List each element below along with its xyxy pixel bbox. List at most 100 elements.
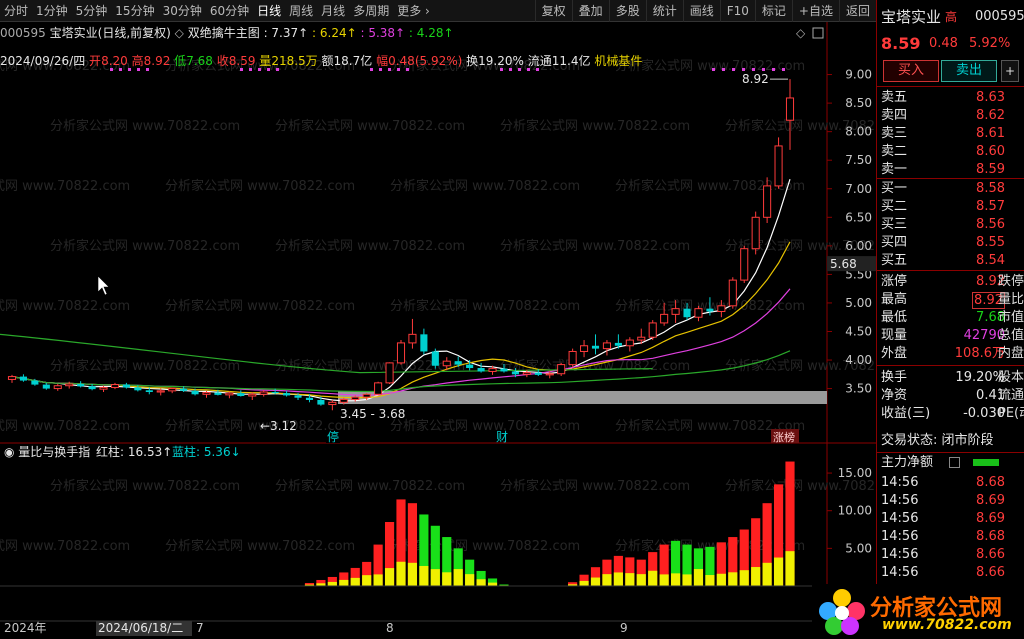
hist-bar-yellow <box>350 577 360 586</box>
indicator-name[interactable]: 双绝擒牛主图 <box>187 26 260 40</box>
period-tab[interactable]: 分时 <box>4 3 29 18</box>
sell-button[interactable]: 卖出 <box>941 60 997 82</box>
hist-bar <box>648 552 658 586</box>
toolbar-button[interactable]: +自选 <box>791 0 839 22</box>
candle-body <box>134 387 142 391</box>
x-label: 2024/06/18/二 <box>98 621 183 635</box>
watermark-text: 分析家公式网 www.70822.com <box>0 178 130 194</box>
ask-row: 卖四 8.62 <box>877 107 1024 125</box>
watermark-text: 分析家公式网 www.70822.com <box>725 238 876 254</box>
candle-body <box>614 342 622 346</box>
stat-row-label: 现量 <box>881 328 908 343</box>
candle-body <box>408 333 417 344</box>
period-tab[interactable]: 30分钟 <box>162 3 202 18</box>
candle-body <box>420 334 428 352</box>
toolbar-button[interactable]: F10 <box>719 0 755 22</box>
range-band-label: 3.45 - 3.68 <box>340 407 405 421</box>
menu-icon[interactable] <box>949 457 960 468</box>
period-tab[interactable]: 1分钟 <box>36 3 68 18</box>
period-toolbar: 分时 1分钟 5分钟 15分钟 30分钟 60分钟 日线 周线 月线 多周期 更多 › 复权 叠加 多股统… <box>0 0 876 22</box>
hist-bar <box>453 548 463 586</box>
bid-row-value: 8.58 <box>976 181 1005 196</box>
toolbar-button[interactable]: 叠加 <box>571 0 609 22</box>
sidebar-stock-name: 宝塔实业 <box>881 8 942 26</box>
stat-row-value: 7.68 <box>976 310 1005 325</box>
tick-row-value: 8.68 <box>976 529 1005 544</box>
stat-row-value: 42790 <box>963 328 1005 343</box>
candle-body <box>168 388 177 392</box>
candle-body <box>580 345 589 352</box>
period-tab[interactable]: 周线 <box>289 3 314 18</box>
toolbar-button[interactable]: 返回 <box>838 0 876 22</box>
period-tab[interactable]: 日线 <box>257 3 282 18</box>
candle-body <box>42 384 50 389</box>
period-tab[interactable]: 60分钟 <box>209 3 250 18</box>
net-flow-row[interactable]: 主力净额 <box>877 454 1024 472</box>
bid-row-label: 买三 <box>881 217 908 232</box>
buy-button[interactable]: 买入 <box>883 60 939 82</box>
bid-row: 买三 8.56 <box>877 216 1024 234</box>
trade-status: 交易状态: 闭市阶段 <box>877 432 1024 450</box>
y-tick-label: 8.00 <box>845 125 872 139</box>
hist-blue-label: 蓝柱: 5.36↓ <box>172 444 241 459</box>
toolbar-button[interactable]: 标记 <box>754 0 792 22</box>
bid-row: 买五 8.54 <box>877 252 1024 270</box>
period-tab[interactable]: 月线 <box>321 3 346 18</box>
candle-body <box>511 371 519 375</box>
stat-row: 最高 8.92 量比 <box>877 291 1024 309</box>
tick-row: 14:56 8.69 <box>877 492 1024 510</box>
period-tab[interactable]: 5分钟 <box>75 3 108 18</box>
watermark-text: 分析家公式网 www.70822.com <box>390 298 580 314</box>
hist-bar-yellow <box>751 567 761 586</box>
hist-tick-label: 10.00 <box>838 504 872 518</box>
signal-dot <box>732 68 735 71</box>
toolbar-button[interactable]: 统计 <box>645 0 683 22</box>
info-vol-label: 量 <box>259 54 272 68</box>
candle-body <box>122 384 130 388</box>
divider <box>877 452 1024 453</box>
candle-body <box>660 313 669 324</box>
hist-bar <box>419 514 429 586</box>
candle-body <box>385 362 394 384</box>
hist-bar-yellow <box>304 584 315 586</box>
add-watch-button[interactable]: + <box>1001 60 1019 82</box>
stat-row-label: 涨停 <box>881 274 908 289</box>
hist-bar <box>316 579 326 586</box>
info-low-label: 低 <box>174 54 187 68</box>
candle-body <box>671 308 680 315</box>
hist-bar <box>682 544 692 586</box>
toolbar-button[interactable]: 多股 <box>608 0 646 22</box>
toolbar-button[interactable]: 复权 <box>534 0 572 22</box>
sidebar-name-tag: 高 <box>945 10 958 24</box>
candle-body <box>271 392 279 394</box>
ask-row: 卖五 8.63 <box>877 89 1024 107</box>
ask-row-label: 卖三 <box>881 126 908 141</box>
period-tab[interactable]: 15分钟 <box>115 3 155 18</box>
logo-name: 分析家公式网 <box>870 596 1003 621</box>
info-amt: 18.7亿 <box>333 54 373 68</box>
signal-dot <box>240 68 243 71</box>
candle-body <box>602 342 611 350</box>
hist-bar <box>751 518 761 586</box>
chart-title: 宝塔实业(日线,前复权) <box>49 26 171 40</box>
period-tab[interactable]: 更多 › <box>397 3 430 18</box>
y-tick-label: 5.00 <box>845 296 872 310</box>
hist-bar <box>568 582 578 586</box>
period-tab[interactable]: 多周期 <box>353 3 390 18</box>
watermark-text: 分析家公式网 www.70822.com <box>50 118 240 134</box>
toolbar-button[interactable]: 画线 <box>682 0 720 22</box>
candle-body <box>53 385 62 390</box>
candle-body <box>294 395 302 398</box>
stat-row-value: -0.030 <box>963 406 1005 421</box>
y-tick-label: 3.50 <box>845 382 872 396</box>
stat-row-label: 净资 <box>881 388 908 403</box>
high-marker-label: 8.92 <box>742 72 769 86</box>
info-sector[interactable]: 机械基件 <box>594 54 643 68</box>
stat-row-label: 最低 <box>881 310 908 325</box>
kline-chart[interactable]: 分析家公式网 www.70822.com 分析家公式网 www.70822.com… <box>0 0 876 639</box>
hist-bar <box>407 503 418 586</box>
candle-body <box>283 393 291 396</box>
signal-dot <box>370 68 373 71</box>
divider <box>877 178 1024 179</box>
ask-row-label: 卖二 <box>881 144 908 159</box>
